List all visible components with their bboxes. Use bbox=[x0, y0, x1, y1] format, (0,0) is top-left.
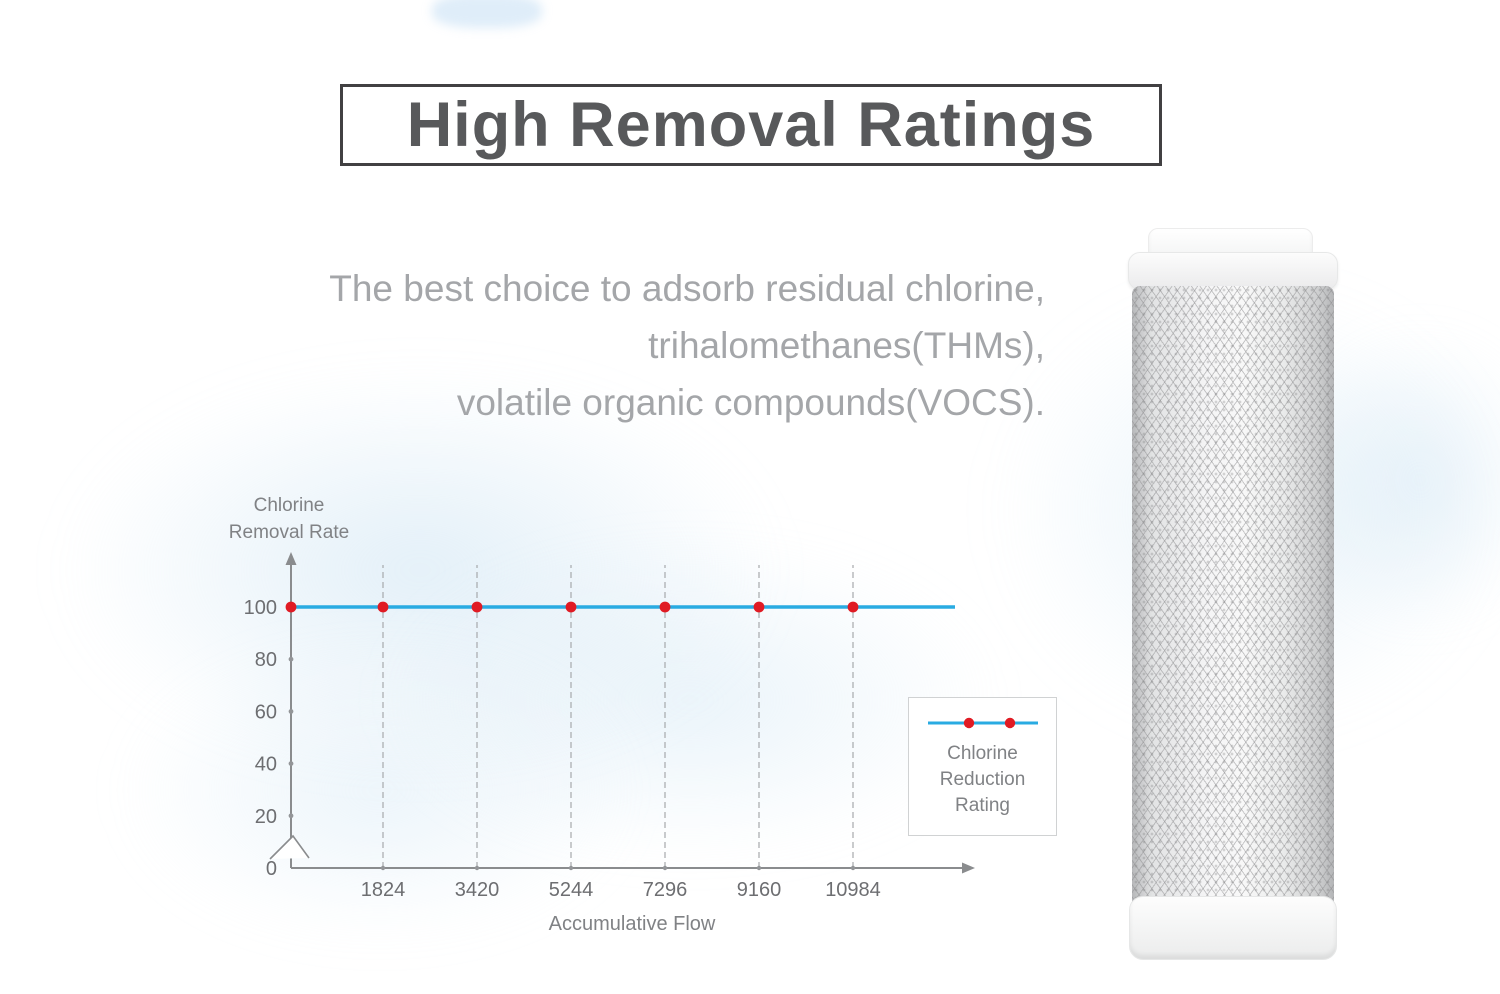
water-splash-decoration bbox=[432, 0, 542, 28]
x-axis-title: Accumulative Flow bbox=[548, 913, 716, 935]
x-tick-dot bbox=[850, 865, 856, 871]
filter-body-mesh bbox=[1132, 286, 1334, 910]
y-tick-label: 40 bbox=[255, 754, 277, 776]
banner-subtitle: The best choice to adsorb residual chlor… bbox=[200, 260, 1045, 431]
y-tick-label: 80 bbox=[255, 649, 277, 671]
y-tick-label: 100 bbox=[244, 597, 277, 619]
x-axis-arrow bbox=[962, 862, 975, 874]
legend-label-line: Reduction bbox=[939, 769, 1026, 790]
series-data-point bbox=[847, 601, 859, 613]
x-tick-dot bbox=[474, 865, 480, 871]
series-data-point bbox=[659, 601, 671, 613]
subtitle-line: The best choice to adsorb residual chlor… bbox=[329, 268, 1045, 309]
x-tick-label: 9160 bbox=[737, 879, 782, 901]
banner-title: High Removal Ratings bbox=[406, 90, 1096, 160]
legend-marker-dot bbox=[1004, 717, 1015, 729]
x-tick-label: 5244 bbox=[549, 879, 594, 901]
y-tick-dot bbox=[288, 761, 294, 766]
legend-label-line: Chlorine bbox=[947, 743, 1018, 764]
x-tick-label: 3420 bbox=[455, 879, 500, 901]
y-tick-label: 60 bbox=[255, 701, 277, 723]
x-tick-label: 1824 bbox=[361, 879, 406, 901]
carbon-filter-product-image bbox=[1125, 228, 1341, 960]
y-tick-dot bbox=[288, 709, 294, 714]
x-tick-dot bbox=[380, 865, 386, 871]
y-axis-break bbox=[269, 834, 310, 860]
x-tick-dot bbox=[568, 865, 574, 871]
chlorine-removal-chart: 0 20 40 60 80 100 1824 3420 5244 7296 9160 10984 bbox=[244, 552, 975, 901]
y-axis-title: Chlorine Removal Rate bbox=[216, 492, 362, 546]
x-tick-label: 7296 bbox=[643, 879, 688, 901]
series-data-point bbox=[565, 601, 577, 613]
banner-title-box: High Removal Ratings bbox=[340, 84, 1162, 166]
y-axis-arrow bbox=[285, 552, 297, 565]
x-tick-dot bbox=[662, 865, 668, 871]
chart-legend: Chlorine Reduction Rating bbox=[908, 697, 1057, 836]
y-axis-title-line: Chlorine bbox=[253, 495, 325, 516]
series-data-point bbox=[285, 601, 297, 613]
legend-label: Chlorine Reduction Rating bbox=[940, 741, 1026, 819]
y-tick-dot bbox=[288, 656, 294, 662]
series-data-point bbox=[753, 601, 765, 613]
legend-marker-dot bbox=[963, 717, 974, 729]
y-tick-label: 20 bbox=[255, 806, 277, 828]
x-tick-label: 10984 bbox=[825, 879, 881, 901]
legend-label-line: Rating bbox=[955, 795, 1010, 816]
x-tick-dot bbox=[756, 865, 762, 871]
y-tick-dot bbox=[288, 813, 294, 819]
series-data-point bbox=[377, 601, 389, 613]
legend-sample bbox=[927, 717, 1038, 729]
subtitle-line: trihalomethanes(THMs), bbox=[648, 325, 1045, 366]
filter-bottom-cap bbox=[1129, 896, 1337, 960]
y-axis-title-line: Removal Rate bbox=[228, 522, 350, 543]
series-data-point bbox=[471, 601, 483, 613]
subtitle-line: volatile organic compounds(VOCS). bbox=[456, 382, 1045, 423]
y-tick-label: 0 bbox=[266, 858, 277, 880]
filter-collar bbox=[1128, 252, 1338, 290]
